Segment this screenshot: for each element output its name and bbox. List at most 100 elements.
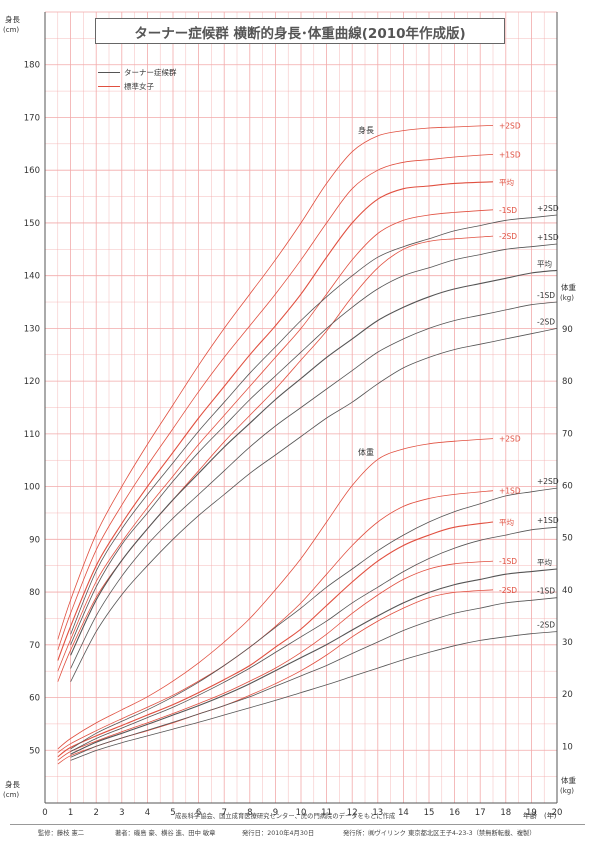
height-tick-label: 50 (29, 746, 40, 756)
series-line-weight-standard (57, 560, 494, 761)
height-section-label: 身長 (358, 125, 374, 135)
series-line-weight-turner (70, 526, 558, 752)
age-tick-label: 16 (449, 808, 460, 818)
chart-title-box: ターナー症候群 横断的身長･体重曲線(2010年作成版) (95, 18, 505, 44)
age-tick-label: 0 (42, 808, 47, 818)
legend-swatch-turner (98, 72, 120, 73)
series-line-weight-turner (70, 568, 558, 755)
footer-date: 発行日：2010年4月30日 (242, 830, 315, 837)
series-label-height-standard: +2SD (499, 121, 521, 130)
weight-tick-label: 20 (562, 690, 573, 700)
series-label-height-standard: -2SD (499, 232, 517, 241)
age-axis-label: 年齢 (523, 811, 537, 820)
series-label-height-standard: -1SD (499, 206, 517, 215)
age-tick-label: 11 (321, 808, 332, 818)
footer-authors: 著者：磯島 豪、横谷 進、田中 敏章 (115, 830, 216, 837)
series-line-height-standard (57, 154, 494, 651)
age-tick-label: 7 (221, 808, 226, 818)
series-line-height-standard (57, 209, 494, 672)
legend: ターナー症候群 標準女子 (96, 66, 206, 96)
series-labels: +2SD +1SD 平均 -1SD -2SD +2SD +1SD 平均 -1SD -2SD +2SD… (499, 121, 559, 629)
series-label-height-standard: +1SD (499, 150, 521, 159)
age-tick-label: 13 (372, 808, 383, 818)
weight-tick-label: 50 (562, 534, 573, 544)
height-tick-label: 180 (24, 61, 40, 71)
source-note: 成長科学協会、国立成育医療研究センター、虎の門病院のデータをもとに作成 (175, 813, 396, 820)
series-label-height-turner: -2SD (537, 317, 555, 326)
age-tick-label: 5 (170, 808, 175, 818)
series-line-weight-turner (70, 597, 558, 758)
height-tick-label: 60 (29, 694, 40, 704)
grid (44, 11, 558, 804)
footer: 監修：藤枝 憲二 著者：磯島 豪、横谷 進、田中 敏章 発行日：2010年4月3… (10, 824, 585, 839)
series-label-height-standard: 平均 (499, 177, 514, 187)
height-axis-label-bottom: 身長 (5, 779, 20, 789)
series-label-weight-turner: 平均 (537, 557, 552, 567)
series-line-height-standard (57, 181, 494, 661)
weight-section-label: 体重 (358, 447, 374, 457)
series-label-weight-turner: +1SD (537, 516, 559, 525)
series-lines (57, 125, 558, 765)
series-label-weight-standard: -1SD (499, 557, 517, 566)
series-line-weight-turner (70, 631, 558, 761)
axes: 5060708090100110120130140150160170180102… (3, 12, 576, 820)
legend-label-standard: 標準女子 (124, 82, 154, 91)
age-tick-label: 12 (347, 808, 358, 818)
height-tick-label: 150 (24, 219, 40, 229)
height-axis-unit-bottom: (cm) (3, 791, 19, 799)
series-label-weight-standard: 平均 (499, 517, 514, 527)
weight-axis-unit: (kg) (560, 294, 574, 302)
series-line-height-turner (70, 301, 558, 669)
age-tick-label: 20 (552, 808, 563, 818)
series-label-height-turner: +2SD (537, 204, 559, 213)
series-label-height-turner: -1SD (537, 291, 555, 300)
series-label-weight-turner: -2SD (537, 621, 555, 630)
series-line-height-turner (70, 243, 558, 645)
weight-tick-label: 80 (562, 377, 573, 387)
height-axis-unit: (cm) (3, 26, 19, 34)
height-axis-label: 身長 (5, 14, 20, 24)
series-line-height-turner (70, 214, 558, 635)
series-line-weight-standard (57, 438, 494, 750)
series-label-weight-standard: -2SD (499, 586, 517, 595)
age-tick-label: 9 (273, 808, 278, 818)
age-tick-label: 14 (398, 808, 409, 818)
height-tick-label: 100 (24, 483, 40, 493)
series-line-height-turner (70, 328, 558, 682)
age-tick-label: 3 (119, 808, 124, 818)
series-line-weight-standard (57, 521, 494, 758)
height-tick-label: 80 (29, 588, 40, 598)
age-tick-label: 15 (424, 808, 435, 818)
height-tick-label: 70 (29, 641, 40, 651)
age-tick-label: 18 (500, 808, 511, 818)
weight-tick-label: 40 (562, 586, 573, 596)
series-label-weight-turner: -1SD (537, 587, 555, 596)
weight-axis-label-bottom: 体重 (561, 775, 576, 785)
height-tick-label: 160 (24, 166, 40, 176)
height-tick-label: 120 (24, 377, 40, 387)
legend-label-turner: ターナー症候群 (124, 68, 177, 77)
age-tick-label: 8 (247, 808, 252, 818)
footer-supervisor: 監修：藤枝 憲二 (38, 830, 85, 837)
weight-axis-unit-bottom: (kg) (560, 787, 574, 795)
weight-tick-label: 30 (562, 638, 573, 648)
footer-publisher: 発行所：㈱ヴイリンク 東京都北区王子4-23-3（禁無断転載、複製） (343, 830, 536, 837)
legend-item-turner: ターナー症候群 (96, 66, 206, 80)
weight-tick-label: 60 (562, 482, 573, 492)
series-line-height-turner (70, 269, 558, 656)
height-tick-label: 90 (29, 535, 40, 545)
series-label-weight-turner: +2SD (537, 477, 559, 486)
age-tick-label: 1 (68, 808, 73, 818)
series-label-weight-standard: +1SD (499, 487, 521, 496)
series-line-weight-turner (70, 487, 558, 750)
weight-axis-label: 体重 (561, 282, 576, 292)
weight-tick-label: 10 (562, 742, 573, 752)
legend-item-standard: 標準女子 (96, 80, 206, 94)
height-tick-label: 110 (24, 430, 40, 440)
weight-tick-label: 90 (562, 325, 573, 335)
age-tick-label: 10 (296, 808, 307, 818)
age-axis-unit: (年) (544, 811, 557, 820)
age-tick-label: 17 (475, 808, 486, 818)
series-line-height-standard (57, 125, 494, 640)
